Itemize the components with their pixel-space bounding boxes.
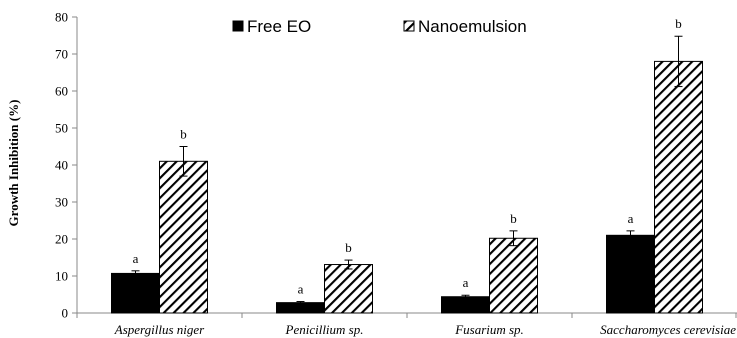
bar-free-eo xyxy=(111,272,160,314)
bar-nanoemulsion xyxy=(489,237,538,314)
y-tick-label: 80 xyxy=(55,10,68,25)
category-label: Fusarium sp. xyxy=(454,322,524,337)
y-tick-label: 70 xyxy=(55,47,68,62)
y-tick-label: 20 xyxy=(55,232,68,247)
significance-label: a xyxy=(298,282,304,297)
bar-free-eo xyxy=(606,234,655,314)
category-label: Saccharomyces cerevisiae xyxy=(600,322,736,337)
category-label: Aspergillus niger xyxy=(114,322,205,337)
legend: Free EO Nanoemulsion xyxy=(232,17,527,36)
bars: a b a b a b a b xyxy=(111,16,703,314)
y-axis-title: Growth Inhibition (%) xyxy=(6,100,21,227)
bar-nanoemulsion xyxy=(159,160,208,314)
y-axis: 0 10 20 30 40 50 60 70 80 xyxy=(55,10,78,321)
y-tick-label: 0 xyxy=(62,306,69,321)
y-tick-label: 40 xyxy=(55,158,68,173)
significance-label: a xyxy=(463,275,469,290)
significance-label: a xyxy=(628,211,634,226)
y-tick-label: 30 xyxy=(55,195,68,210)
significance-label: b xyxy=(345,240,352,255)
y-tick-label: 50 xyxy=(55,121,68,136)
significance-label: b xyxy=(675,16,682,31)
bar-nanoemulsion xyxy=(324,264,373,314)
legend-label: Free EO xyxy=(247,17,311,36)
legend-swatch xyxy=(232,20,244,32)
legend-label: Nanoemulsion xyxy=(418,17,527,36)
legend-swatch xyxy=(403,20,415,32)
bar-nanoemulsion xyxy=(654,60,703,314)
significance-label: b xyxy=(510,211,517,226)
significance-label: a xyxy=(133,251,139,266)
category-label: Penicillium sp. xyxy=(285,322,364,337)
x-axis: Aspergillus niger Penicillium sp. Fusarium… xyxy=(76,312,737,337)
significance-label: b xyxy=(180,127,187,142)
y-tick-label: 60 xyxy=(55,84,68,99)
y-tick-label: 10 xyxy=(55,269,68,284)
bar-free-eo xyxy=(441,296,490,314)
